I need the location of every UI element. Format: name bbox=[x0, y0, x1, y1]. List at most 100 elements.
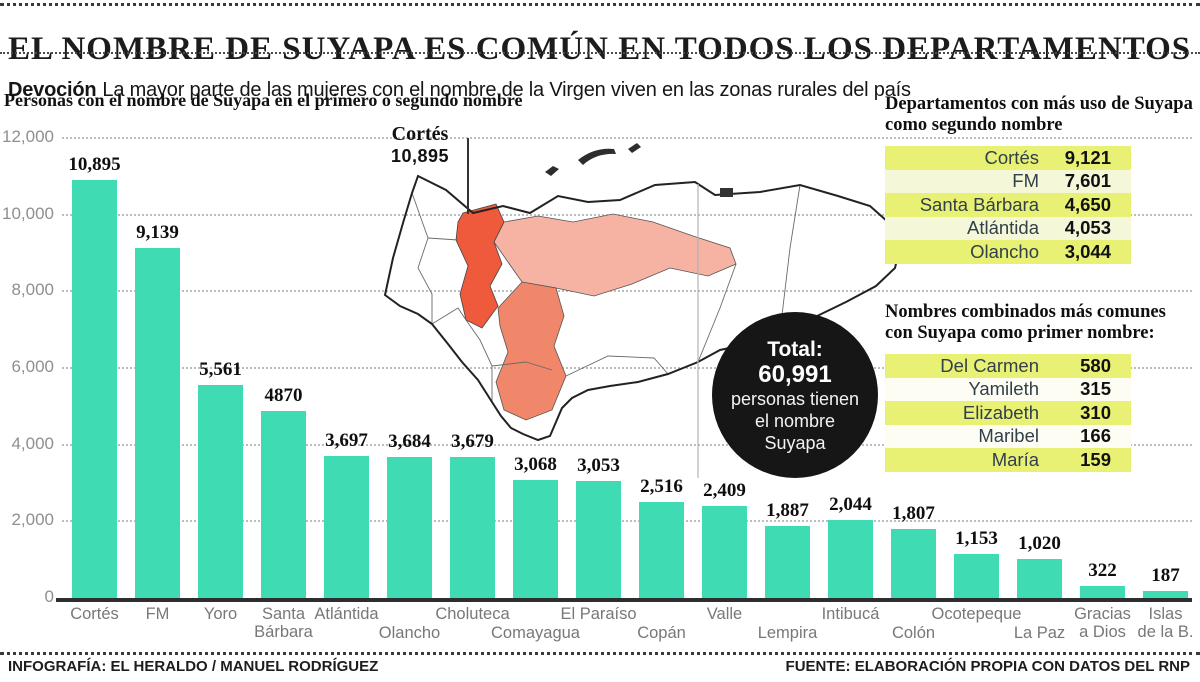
x-axis-line bbox=[56, 598, 1192, 602]
bay-islands bbox=[545, 143, 641, 176]
bar-lempira bbox=[765, 525, 810, 598]
row-value: 3,044 bbox=[1064, 240, 1111, 262]
row-name: María bbox=[991, 448, 1039, 470]
row-name: Atlántida bbox=[967, 217, 1039, 239]
x-axis-category-label: Comayagua bbox=[491, 624, 580, 642]
x-axis-category-label: Yoro bbox=[203, 605, 238, 623]
x-axis-category-label: Santa Bárbara bbox=[254, 605, 313, 641]
bar-yoro bbox=[198, 384, 243, 598]
bar-value-label: 9,139 bbox=[136, 221, 179, 243]
footer-rule bbox=[0, 652, 1200, 655]
subtitle: Devoción La mayor parte de las mujeres co… bbox=[8, 79, 911, 102]
x-axis-category-label: El Paraíso bbox=[560, 605, 637, 623]
x-axis-category-label: Ocotepeque bbox=[931, 605, 1022, 623]
table-row: Olancho 3,044 bbox=[885, 240, 1131, 264]
table-row: María 159 bbox=[885, 448, 1131, 472]
total-badge-line: el nombre bbox=[754, 411, 836, 431]
table-row: Cortés 9,121 bbox=[885, 146, 1131, 170]
bar-fm bbox=[135, 247, 180, 598]
callout-label: Cortés bbox=[391, 123, 449, 145]
bar-value-label: 1,020 bbox=[1018, 532, 1061, 554]
table-row: FM 7,601 bbox=[885, 169, 1131, 193]
row-value: 166 bbox=[1080, 425, 1111, 447]
bar-col-n bbox=[891, 528, 936, 598]
panel-nombres-combinados: Nombres combinados más comunes con Suyap… bbox=[885, 302, 1197, 472]
table-row: Atlántida 4,053 bbox=[885, 216, 1131, 240]
top-rule bbox=[0, 3, 1200, 6]
row-name: Yamileth bbox=[968, 378, 1039, 400]
y-axis-tick-label: 6,000 bbox=[11, 357, 54, 376]
row-name: FM bbox=[1012, 170, 1039, 192]
panel-title: Departamentos con más uso de Suyapa como… bbox=[885, 94, 1193, 135]
map-callout-cortes: Cortés 10,895 bbox=[376, 123, 464, 167]
bar-value-label: 322 bbox=[1088, 559, 1117, 581]
table-row: Yamileth 315 bbox=[885, 377, 1131, 401]
total-badge-text: personas tienen el nombre Suyapa bbox=[712, 388, 878, 454]
bar-value-label: 1,807 bbox=[892, 502, 935, 524]
row-name: Maribel bbox=[978, 425, 1039, 447]
x-axis-category-label: Colón bbox=[891, 624, 936, 642]
x-axis-category-label: Lempira bbox=[757, 624, 818, 642]
bar-value-label: 5,561 bbox=[199, 358, 242, 380]
map-region-cortes bbox=[455, 203, 505, 329]
bar-value-label: 1,153 bbox=[955, 527, 998, 549]
bar-santa-b-rbara bbox=[261, 411, 306, 598]
bar-value-label: 3,697 bbox=[325, 430, 368, 452]
bar-value-label: 3,068 bbox=[514, 454, 557, 476]
y-axis-tick-label: 4,000 bbox=[11, 433, 54, 453]
bar-value-label: 3,679 bbox=[451, 430, 494, 452]
panel-departamentos: Departamentos con más uso de Suyapa como… bbox=[885, 94, 1197, 264]
credit-infografia: INFOGRAFÍA: EL HERALDO / MANUEL RODRÍGUE… bbox=[8, 658, 379, 675]
x-axis-category-label: Valle bbox=[706, 605, 743, 623]
x-axis-category-label: Copán bbox=[637, 624, 686, 642]
row-value: 580 bbox=[1080, 354, 1111, 376]
callout-value: 10,895 bbox=[390, 146, 450, 166]
bar-value-label: 3,684 bbox=[388, 430, 431, 452]
row-name: Santa Bárbara bbox=[919, 193, 1039, 215]
total-badge: Total: 60,991 personas tienen el nombre Su… bbox=[712, 312, 878, 478]
row-name: Cortés bbox=[984, 146, 1040, 168]
x-axis-category-label: Choluteca bbox=[435, 605, 510, 623]
row-value: 4,053 bbox=[1064, 217, 1111, 239]
table-row: Santa Bárbara 4,650 bbox=[885, 193, 1131, 217]
gridline bbox=[62, 213, 1192, 216]
bar-cort-s bbox=[72, 180, 117, 598]
x-axis-category-label: Gracias a Dios bbox=[1074, 605, 1131, 641]
table-row: Del Carmen 580 bbox=[885, 354, 1131, 378]
y-axis-tick-label: 2,000 bbox=[11, 510, 54, 530]
gridline bbox=[62, 520, 1192, 523]
bar-ocotepeque bbox=[954, 553, 999, 598]
bar-valle bbox=[702, 505, 747, 598]
bar-islas-de-la-b- bbox=[1143, 590, 1188, 598]
total-badge-line: personas tienen bbox=[730, 389, 860, 409]
bar-value-label: 2,044 bbox=[829, 493, 872, 515]
bar-value-label: 4870 bbox=[264, 385, 303, 407]
map-department-borders bbox=[411, 184, 801, 402]
bar-value-label: 1,887 bbox=[766, 499, 809, 521]
y-axis-tick-label: 10,000 bbox=[2, 203, 54, 223]
total-badge-title: Total: bbox=[767, 338, 823, 361]
y-axis-tick-label: 12,000 bbox=[2, 127, 54, 146]
row-name: Elizabeth bbox=[962, 401, 1039, 423]
honduras-map bbox=[383, 138, 902, 478]
row-value: 4,650 bbox=[1064, 193, 1111, 215]
panel-title: Nombres combinados más comunes con Suyap… bbox=[885, 302, 1166, 343]
row-name: Olancho bbox=[970, 240, 1039, 262]
bar-atl-ntida bbox=[324, 456, 369, 598]
bar-el-para-so bbox=[576, 480, 621, 598]
x-axis-category-label: Intibucá bbox=[821, 605, 880, 623]
bar-la-paz bbox=[1017, 558, 1062, 598]
total-badge-value: 60,991 bbox=[758, 361, 832, 388]
x-axis-category-label: Atlántida bbox=[314, 605, 379, 623]
total-badge-line: Suyapa bbox=[764, 433, 826, 453]
x-axis-category-label: Islas de la B. bbox=[1137, 605, 1194, 641]
gridline bbox=[62, 367, 1192, 369]
bar-gracias-a-dios bbox=[1080, 585, 1125, 598]
title-rule bbox=[0, 52, 1200, 54]
bar-comayagua bbox=[513, 480, 558, 598]
table-row: Maribel 166 bbox=[885, 424, 1131, 448]
gridline bbox=[62, 137, 1192, 139]
bar-choluteca bbox=[450, 456, 495, 598]
row-value: 315 bbox=[1080, 378, 1111, 400]
coast-city-marker bbox=[720, 188, 733, 197]
